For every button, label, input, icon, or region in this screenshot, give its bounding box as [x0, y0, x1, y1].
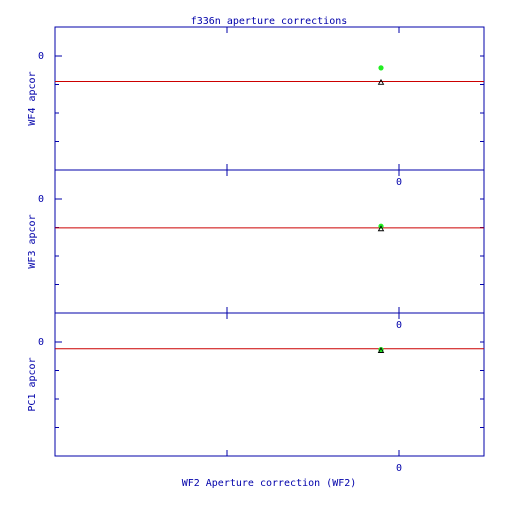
chart-title: f336n aperture corrections: [191, 16, 348, 27]
x-tick-label: 0: [396, 320, 402, 331]
panel-frame: [54, 312, 485, 457]
y-tick-label: 0: [38, 337, 44, 348]
y-axis-label: WF3 apcor: [27, 214, 38, 268]
x-axis-label: WF2 Aperture correction (WF2): [182, 478, 357, 489]
data-point-black: [377, 78, 385, 85]
y-axis-label: WF4 apcor: [27, 71, 38, 125]
x-tick-label: 0: [396, 177, 402, 188]
data-point-green: [378, 65, 384, 71]
x-tick-label: 0: [396, 463, 402, 474]
y-axis-label: PC1 apcor: [27, 357, 38, 411]
panel-frame: [54, 26, 485, 171]
panel-frame: [54, 169, 485, 314]
y-tick-label: 0: [38, 194, 44, 205]
y-tick-label: 0: [38, 51, 44, 62]
data-point-black: [377, 347, 385, 353]
data-point-black: [377, 225, 385, 232]
